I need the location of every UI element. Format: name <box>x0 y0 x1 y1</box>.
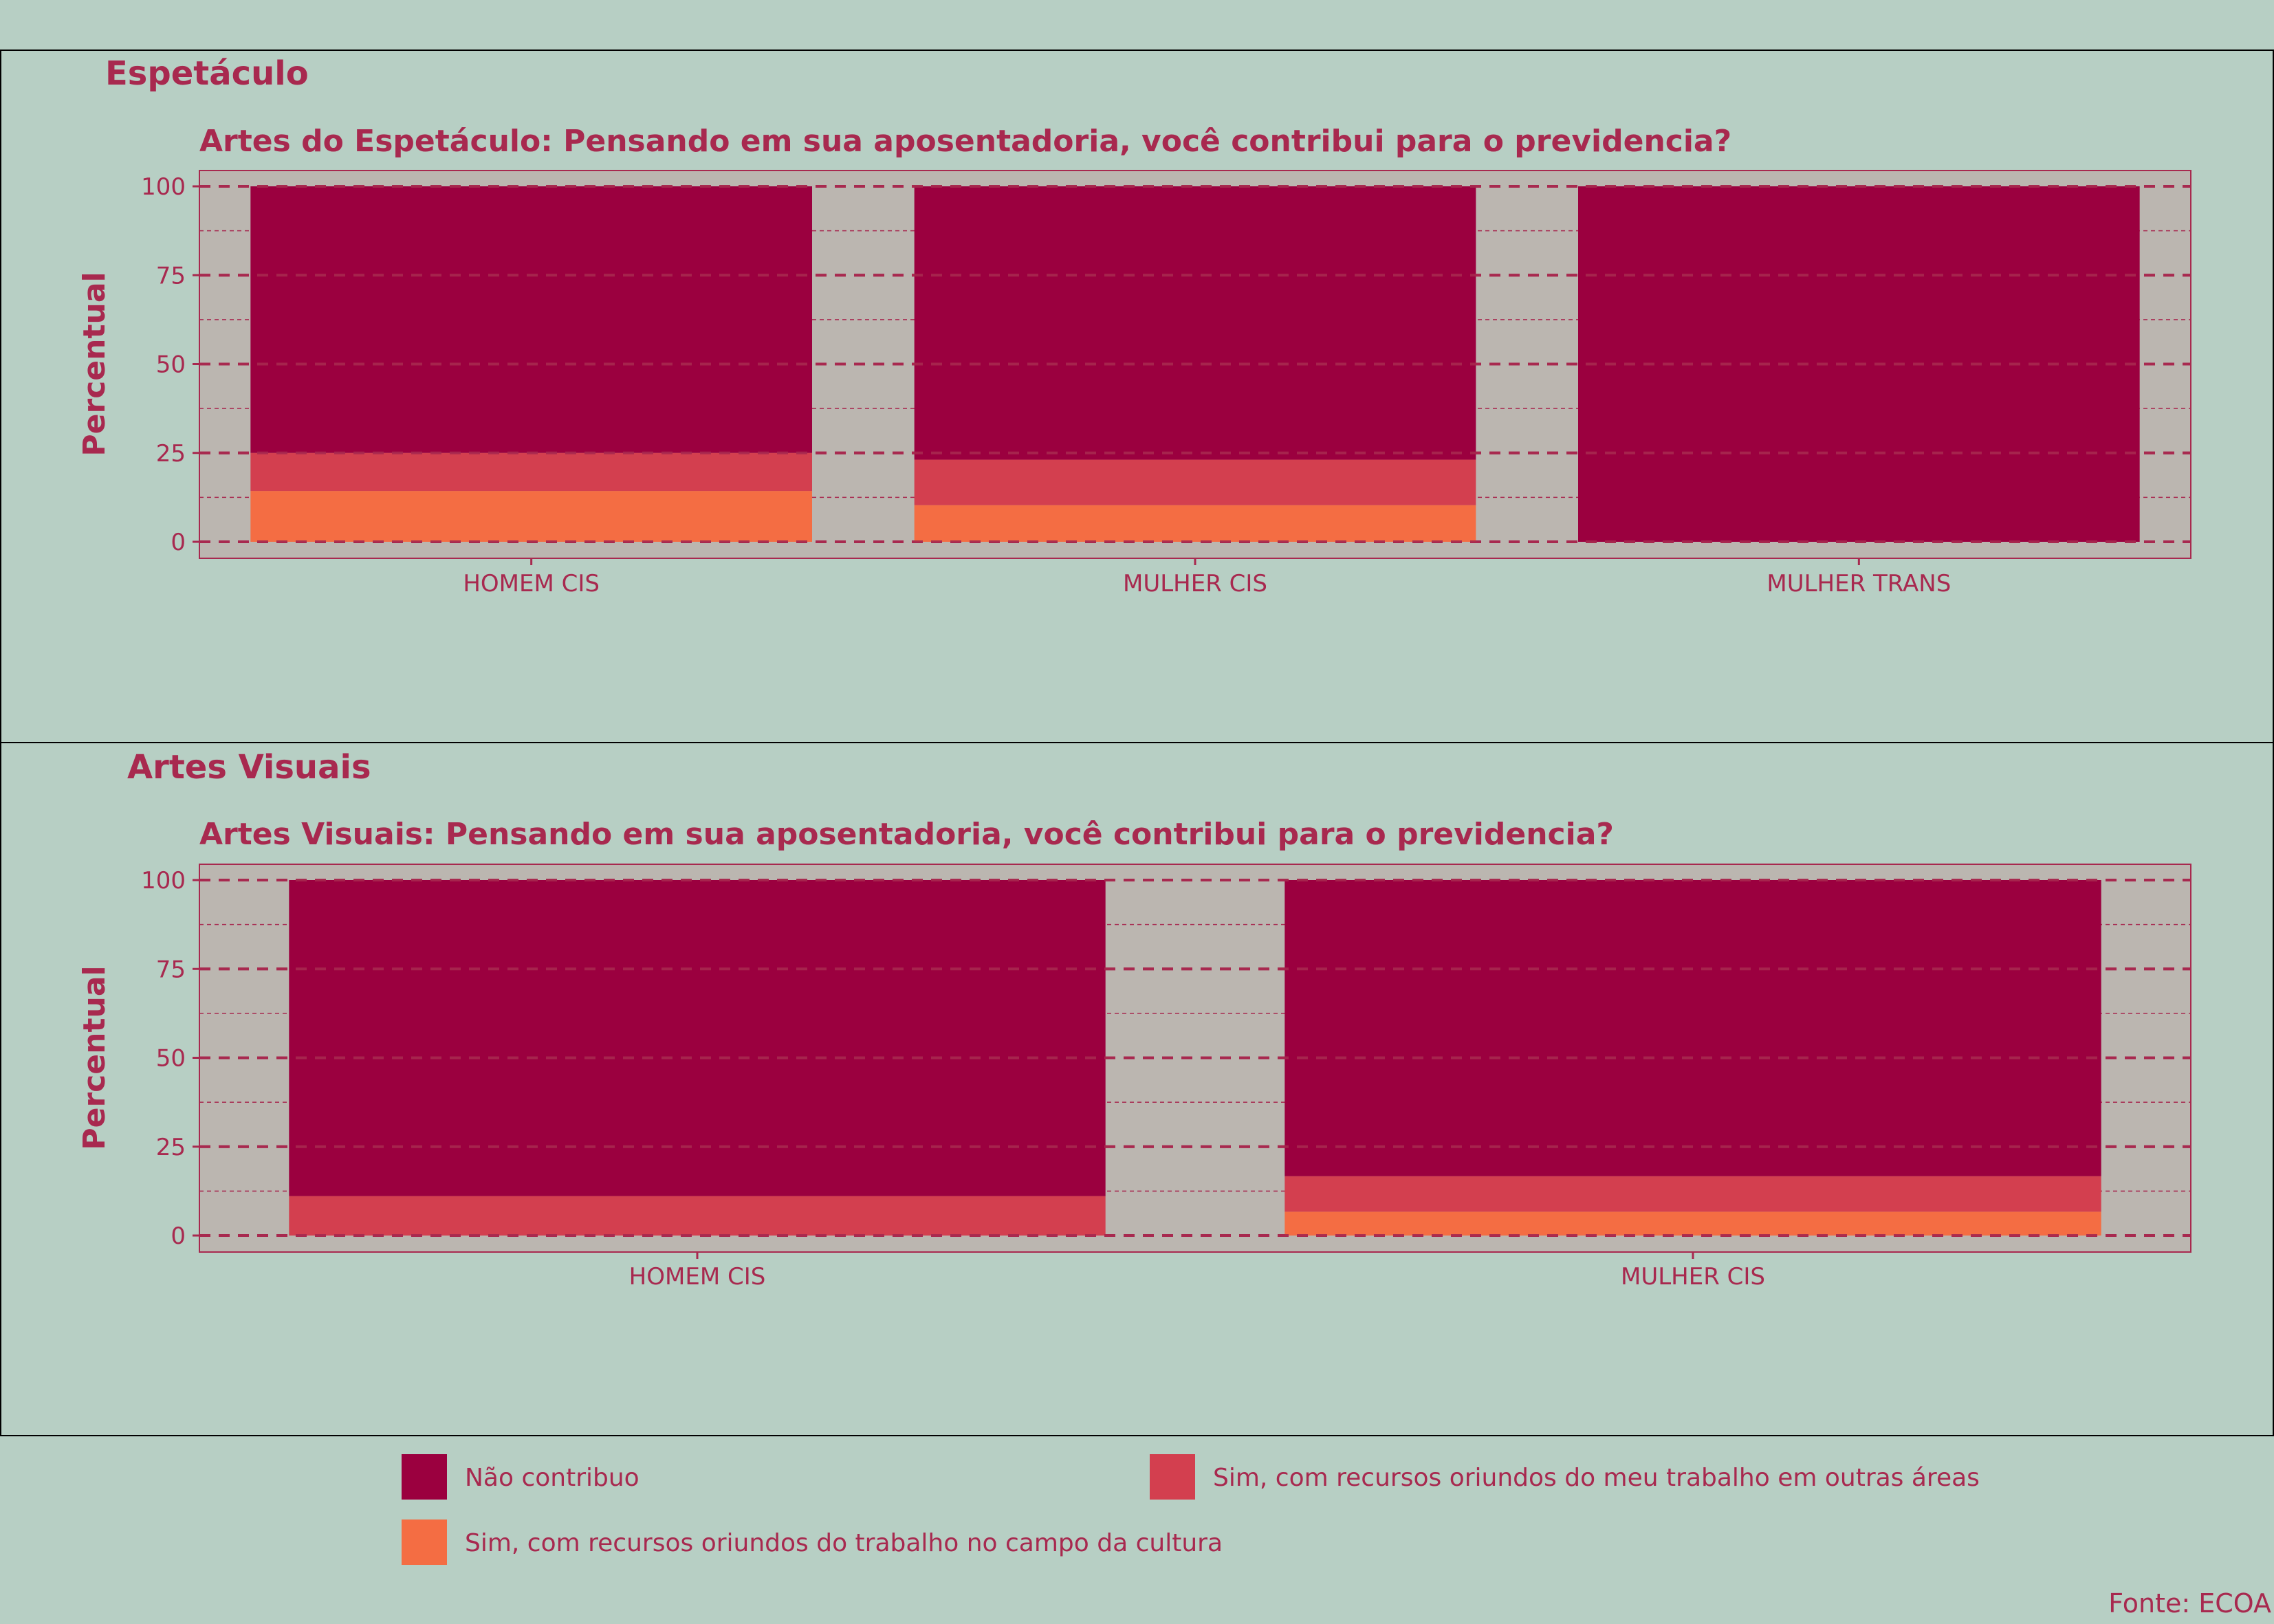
source-caption: Fonte: ECOA <box>2108 1588 2271 1618</box>
bar-segment-homem-cis-sim-com-recursos-oriundo <box>250 491 813 542</box>
y-tick-label: 75 <box>156 956 186 983</box>
y-tick-label: 50 <box>156 1045 186 1073</box>
panel-frame <box>0 742 2274 1436</box>
chart-panel-espetaculo: Espetáculo Artes do Espetáculo: Pensando … <box>0 50 2274 743</box>
chart-title: Artes Visuais: Pensando em sua aposentad… <box>199 817 1614 852</box>
y-tick-label: 0 <box>171 1222 186 1250</box>
legend-swatch <box>1150 1454 1195 1500</box>
legend-item-nao-contribuo: Não contribuo <box>402 1454 639 1500</box>
y-tick-label: 25 <box>156 1134 186 1161</box>
y-tick-label: 25 <box>156 440 186 468</box>
legend-label: Não contribuo <box>465 1464 639 1492</box>
y-axis-label: Percentual <box>77 272 112 456</box>
legend-swatch <box>402 1454 447 1500</box>
chart-panel-artes-visuais: Artes Visuais Artes Visuais: Pensando em … <box>0 742 2274 1436</box>
x-tick-label: MULHER TRANS <box>1767 570 1951 597</box>
bar-segment-homem-cis-nao-contribuo <box>289 880 1106 1196</box>
legend-swatch <box>402 1519 447 1565</box>
y-axis-label: Percentual <box>77 965 112 1150</box>
x-tick-label: MULHER CIS <box>1621 1263 1765 1291</box>
bar-segment-mulher-cis-sim-com-recursos-oriundo <box>914 505 1476 542</box>
panels: Espetáculo Artes do Espetáculo: Pensando … <box>0 50 2274 1436</box>
legend-label: Sim, com recursos oriundos do meu trabal… <box>1213 1464 1980 1492</box>
bar-segment-mulher-cis-sim-com-recursos-oriundo <box>914 459 1476 505</box>
facet-title: Espetáculo <box>105 54 309 93</box>
x-tick-label: HOMEM CIS <box>629 1263 766 1291</box>
plot-border <box>199 170 2191 559</box>
bar-segment-mulher-cis-sim-com-recursos-oriundo <box>1284 1211 2101 1236</box>
bar-segment-homem-cis-nao-contribuo <box>250 186 813 453</box>
legend-item-sim-com-recursos-oriundos-do-m: Sim, com recursos oriundos do meu trabal… <box>1150 1454 1980 1500</box>
y-tick-label: 0 <box>171 529 186 556</box>
y-tick-label: 100 <box>141 173 186 201</box>
bar-segment-mulher-cis-nao-contribuo <box>1284 880 2101 1176</box>
x-tick-label: MULHER CIS <box>1123 570 1267 597</box>
legend-item-sim-com-recursos-oriundos-do-t: Sim, com recursos oriundos do trabalho n… <box>402 1519 1223 1565</box>
x-tick-label: HOMEM CIS <box>463 570 600 597</box>
y-tick-label: 100 <box>141 867 186 895</box>
y-tick-label: 50 <box>156 351 186 379</box>
legend: Não contribuo Sim, com recursos oriundos … <box>402 1454 1980 1565</box>
bar-segment-mulher-cis-sim-com-recursos-oriundo <box>1284 1176 2101 1212</box>
facet-title: Artes Visuais <box>127 748 371 787</box>
chart-title: Artes do Espetáculo: Pensando em sua apo… <box>199 124 1731 159</box>
plot-border <box>199 864 2191 1253</box>
legend-label: Sim, com recursos oriundos do trabalho n… <box>465 1529 1223 1557</box>
bar-segment-homem-cis-sim-com-recursos-oriundo <box>250 452 813 492</box>
bar-segment-mulher-cis-nao-contribuo <box>914 186 1476 460</box>
y-tick-label: 75 <box>156 262 186 289</box>
bar-segment-homem-cis-sim-com-recursos-oriundo <box>289 1196 1106 1236</box>
